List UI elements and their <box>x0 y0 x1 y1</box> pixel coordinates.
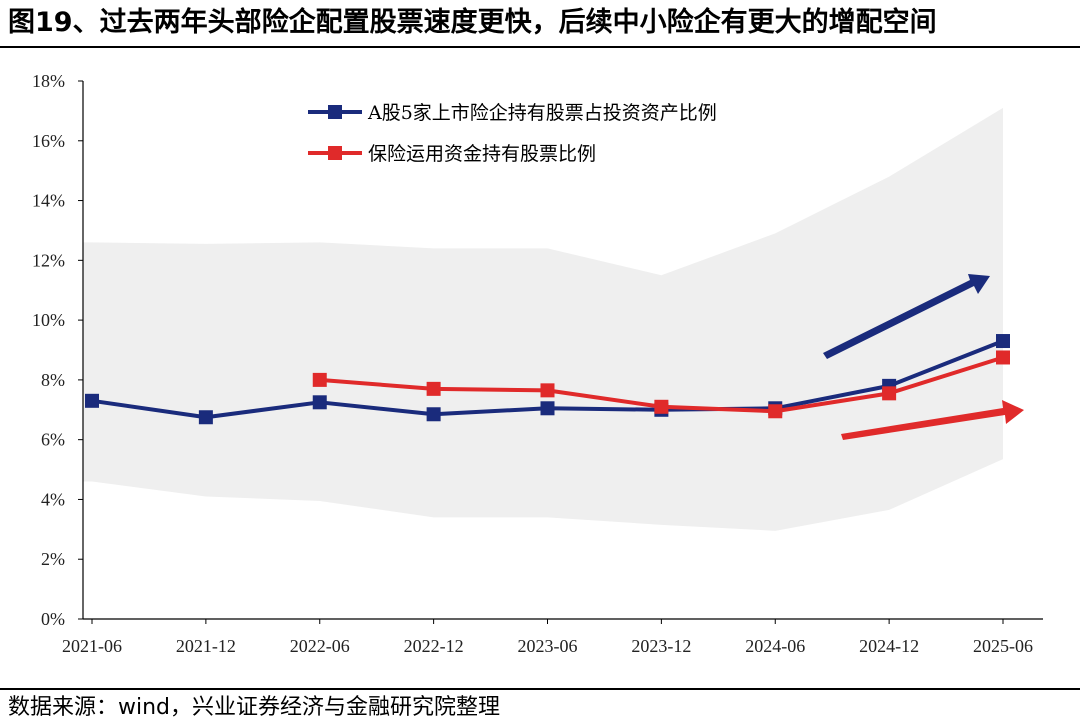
y-tick-label: 14% <box>32 191 65 211</box>
series-1-point <box>996 350 1010 365</box>
x-tick-label: 2025-06 <box>973 636 1033 656</box>
axis-layer: 0% 2% 4% 6% 8% 10% 12% 14% 16% 18% 2021-06 2021-12 2… <box>32 71 1043 656</box>
y-tick-label: 16% <box>32 131 65 151</box>
chart-title: 图19、过去两年头部险企配置股票速度更快，后续中小险企有更大的增配空间 <box>8 7 937 38</box>
y-tick-label: 8% <box>41 370 65 390</box>
y-tick-label: 12% <box>32 250 65 270</box>
range-band <box>83 107 1003 531</box>
x-tick-label: 2024-12 <box>859 636 919 656</box>
x-tick-label: 2022-12 <box>404 636 464 656</box>
trend-arrows <box>823 274 1024 440</box>
legend-label-red: 保险运用资金持有股票比例 <box>368 143 596 165</box>
series-0-point <box>198 410 213 425</box>
series-0-point <box>312 395 327 410</box>
x-tick-label: 2024-06 <box>745 636 805 656</box>
series-0-point <box>996 334 1010 349</box>
legend-marker-blue <box>328 105 342 119</box>
series-0-point <box>540 401 555 416</box>
title-rule <box>0 46 1080 48</box>
red-trend-arrow <box>841 400 1024 440</box>
blue-trend-arrow <box>823 274 990 359</box>
y-tick-label: 18% <box>32 71 65 91</box>
x-tick-label: 2023-06 <box>518 636 578 656</box>
x-tick-label: 2021-06 <box>62 636 122 656</box>
y-tick-label: 10% <box>32 310 65 330</box>
legend-marker-red <box>328 146 342 160</box>
series-1-point <box>426 381 441 396</box>
y-tick-label: 2% <box>41 549 65 569</box>
line-chart: 0% 2% 4% 6% 8% 10% 12% 14% 16% 18% 2021-06 2021-12 2… <box>32 71 1043 656</box>
series-0-point <box>85 393 99 408</box>
legend-label-blue: A股5家上市险企持有股票占投资资产比例 <box>367 102 717 124</box>
range-band-layer <box>83 107 1003 531</box>
source-note: 数据来源：wind，兴业证券经济与金融研究院整理 <box>8 695 501 720</box>
series-1-point <box>540 383 555 398</box>
x-tick-label: 2022-06 <box>290 636 350 656</box>
legend: A股5家上市险企持有股票占投资资产比例 保险运用资金持有股票比例 <box>308 102 717 165</box>
series-1-point <box>654 399 669 414</box>
y-tick-label: 0% <box>41 609 65 629</box>
source-rule <box>0 688 1080 690</box>
series-1-point <box>312 372 327 387</box>
series-1-point <box>768 404 783 419</box>
series-0-point <box>426 407 441 422</box>
x-tick-label: 2021-12 <box>176 636 236 656</box>
x-tick-label: 2023-12 <box>631 636 691 656</box>
series-1-point <box>882 386 897 401</box>
y-tick-label: 6% <box>41 430 65 450</box>
series-layer <box>85 334 1010 425</box>
y-tick-label: 4% <box>41 489 65 509</box>
